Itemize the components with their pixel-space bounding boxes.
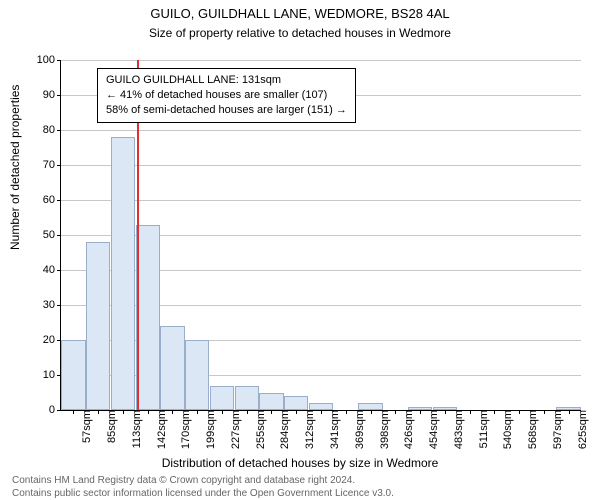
xtick-mark [222,410,223,414]
xtick-label: 483sqm [449,410,465,449]
gridline [61,130,581,131]
xtick-label: 511sqm [474,410,490,448]
info-box: GUILO GUILDHALL LANE: 131sqm ← 41% of de… [97,68,356,123]
info-line-1: GUILO GUILDHALL LANE: 131sqm [106,73,347,88]
xtick-label: 142sqm [152,410,168,449]
gridline [61,60,581,61]
xtick-label: 170sqm [176,410,192,449]
xtick-mark [420,410,421,414]
xtick-mark [73,410,74,414]
footer-line-1: Contains HM Land Registry data © Crown c… [12,474,394,487]
info-line-2: ← 41% of detached houses are smaller (10… [106,88,347,103]
histogram-bar [259,393,283,411]
ytick-label: 80 [43,124,61,136]
ytick-label: 20 [43,334,61,346]
ytick-label: 70 [43,159,61,171]
xtick-label: 255sqm [251,410,267,449]
xtick-mark [371,410,372,414]
xtick-label: 341sqm [325,410,341,449]
histogram-bar [210,386,234,411]
gridline [61,200,581,201]
xtick-label: 568sqm [523,410,539,449]
chart-subtitle: Size of property relative to detached ho… [0,26,600,40]
chart-title: GUILO, GUILDHALL LANE, WEDMORE, BS28 4AL [0,6,600,21]
histogram-bar [86,242,110,410]
y-axis-label: Number of detached properties [8,85,22,250]
xtick-mark [321,410,322,414]
xtick-label: 85sqm [102,410,118,443]
histogram-bar [185,340,209,410]
histogram-bar [235,386,259,411]
histogram-bar [111,137,135,410]
xtick-label: 454sqm [424,410,440,449]
xtick-label: 284sqm [275,410,291,449]
info-line-3: 58% of semi-detached houses are larger (… [106,103,347,118]
xtick-label: 57sqm [77,410,93,443]
ytick-label: 50 [43,229,61,241]
xtick-mark [544,410,545,414]
histogram-bar [136,225,160,411]
xtick-mark [172,410,173,414]
xtick-label: 227sqm [226,410,242,449]
histogram-bar [61,340,85,410]
xtick-label: 369sqm [350,410,366,449]
xtick-mark [98,410,99,414]
xtick-label: 540sqm [498,410,514,449]
xtick-label: 113sqm [127,410,143,448]
histogram-bar [358,403,382,410]
xtick-mark [247,410,248,414]
ytick-label: 60 [43,194,61,206]
histogram-bar [160,326,184,410]
ytick-label: 30 [43,299,61,311]
footer-text: Contains HM Land Registry data © Crown c… [12,474,394,500]
ytick-label: 0 [49,404,61,416]
xtick-mark [346,410,347,414]
plot-area: 010203040506070809010057sqm85sqm113sqm14… [60,60,581,411]
histogram-bar [284,396,308,410]
histogram-bar [309,403,333,410]
xtick-mark [271,410,272,414]
ytick-label: 100 [37,54,61,66]
xtick-mark [197,410,198,414]
ytick-label: 90 [43,89,61,101]
xtick-label: 426sqm [399,410,415,449]
xtick-mark [519,410,520,414]
xtick-mark [569,410,570,414]
xtick-mark [148,410,149,414]
xtick-label: 312sqm [300,410,316,449]
xtick-label: 625sqm [573,410,589,449]
chart-container: GUILO, GUILDHALL LANE, WEDMORE, BS28 4AL… [0,0,600,500]
xtick-mark [395,410,396,414]
footer-line-2: Contains public sector information licen… [12,487,394,500]
gridline [61,165,581,166]
xtick-mark [470,410,471,414]
xtick-label: 398sqm [375,410,391,449]
xtick-mark [123,410,124,414]
xtick-mark [445,410,446,414]
xtick-mark [494,410,495,414]
xtick-label: 199sqm [201,410,217,449]
xtick-mark [296,410,297,414]
ytick-label: 10 [43,369,61,381]
xtick-label: 597sqm [548,410,564,449]
ytick-label: 40 [43,264,61,276]
x-axis-label: Distribution of detached houses by size … [0,456,600,470]
